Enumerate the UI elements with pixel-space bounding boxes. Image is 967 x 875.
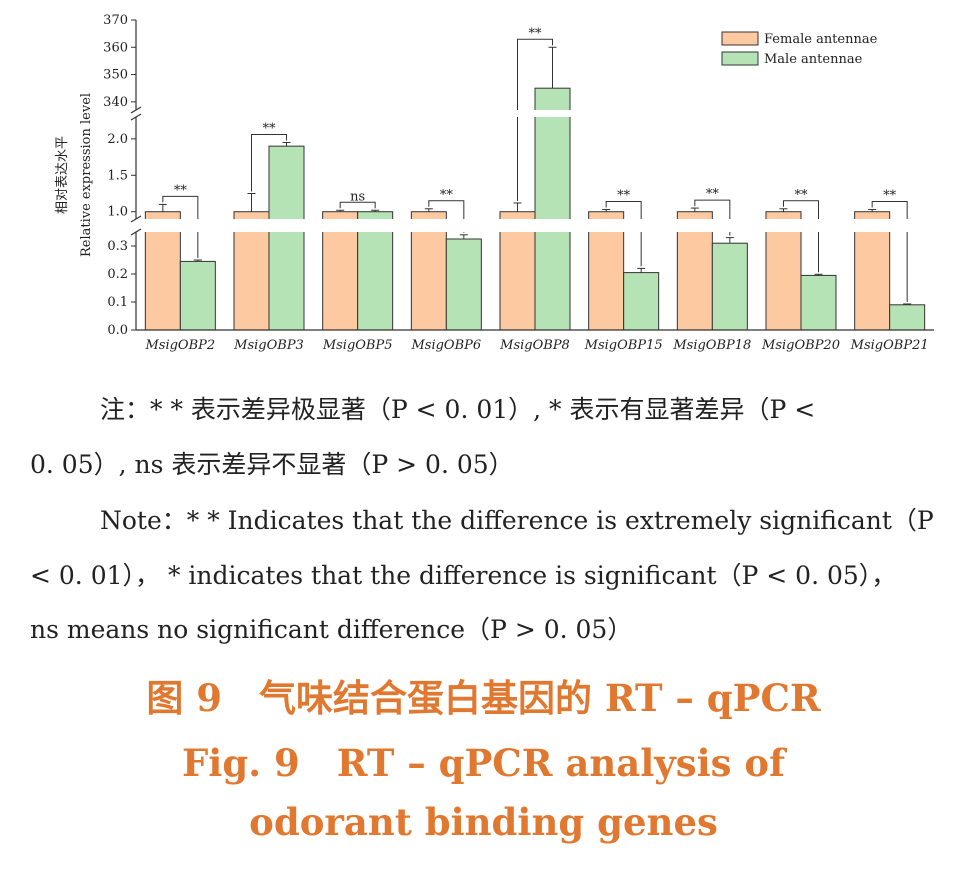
significance-bracket	[339, 201, 376, 209]
axis-break-band	[134, 219, 936, 232]
significance-bracket	[694, 199, 731, 236]
x-tick-label: MsigOBP15	[584, 338, 663, 353]
significance-bracket	[428, 200, 465, 233]
significance-bracket	[251, 134, 287, 192]
x-tick-label: MsigOBP18	[672, 338, 751, 353]
significance-label: **	[174, 183, 188, 198]
significance-label: **	[706, 187, 720, 202]
y-tick-label: 0.0	[107, 323, 128, 338]
x-tick-label: MsigOBP20	[761, 338, 840, 353]
significance-label: **	[529, 26, 543, 41]
legend-label: Male antennae	[764, 52, 863, 67]
y-tick-label: 1.0	[107, 205, 128, 220]
y-tick-label: 2.0	[107, 132, 128, 147]
legend-swatch	[721, 31, 759, 46]
note-chinese-line-2: 0. 05）, ns 表示差异不显著（P > 0. 05）	[30, 450, 514, 479]
significance-label: **	[617, 189, 631, 204]
significance-label: ns	[350, 189, 365, 204]
axis-break-mark	[130, 228, 142, 236]
y-axis-label-chinese: 相对表达水平	[55, 136, 70, 214]
figure-caption-english-line-2: odorant binding genes	[249, 800, 718, 844]
bar	[800, 274, 837, 331]
bar	[445, 238, 482, 331]
significance-bracket	[871, 201, 908, 302]
x-tick-label: MsigOBP3	[233, 338, 304, 353]
y-tick-label: 350	[103, 68, 128, 83]
figure-caption-english-line-1: Fig. 9 RT – qPCR analysis of	[182, 741, 785, 785]
y-axis-label: Relative expression level	[79, 93, 94, 257]
x-tick-label: MsigOBP21	[850, 338, 929, 353]
bar	[711, 242, 748, 331]
x-tick-label: MsigOBP8	[499, 338, 570, 353]
bar	[534, 87, 571, 331]
y-tick-label: 360	[103, 40, 128, 55]
significance-label: **	[440, 188, 454, 203]
y-tick-label: 0.3	[107, 239, 128, 254]
axis-break-mark	[130, 215, 142, 223]
x-tick-label: MsigOBP2	[144, 338, 215, 353]
legend-label: Female antennae	[764, 32, 878, 47]
y-tick-label: 1.5	[107, 168, 128, 183]
note-english-line-2: < 0. 01）， * indicates that the differenc…	[30, 561, 897, 590]
axis-break-mark	[130, 106, 142, 114]
legend-swatch	[721, 51, 759, 66]
note-english-line-1: Note：* * Indicates that the difference i…	[100, 506, 934, 535]
y-tick-label: 370	[103, 13, 128, 28]
x-tick-label: MsigOBP5	[322, 338, 393, 353]
plot-area: ** MsigOBP2 ** MsigOBP3 ns MsigOBP5 ** MsigOBP6…	[103, 13, 936, 353]
note-english-line-3: ns means no significant difference（P > 0…	[30, 615, 633, 644]
significance-label: **	[795, 188, 809, 203]
note-chinese-line-1: 注：* * 表示差异极显著（P < 0. 01）, * 表示有显著差异（P <	[100, 395, 816, 424]
y-tick-label: 0.1	[107, 295, 128, 310]
figure-caption-chinese: 图 9 气味结合蛋白基因的 RT – qPCR	[146, 676, 821, 720]
significance-label: **	[883, 189, 897, 204]
x-tick-label: MsigOBP6	[410, 338, 481, 353]
significance-bracket	[783, 200, 819, 273]
y-tick-label: 340	[103, 95, 128, 110]
significance-bracket	[517, 38, 553, 201]
axis-break-band	[134, 110, 936, 117]
bar	[623, 272, 660, 331]
bar	[268, 145, 305, 331]
axis-break-mark	[130, 113, 142, 121]
bar-chart: ** MsigOBP2 ** MsigOBP3 ns MsigOBP5 ** MsigOBP6…	[55, 13, 936, 353]
bar	[889, 304, 926, 331]
significance-bracket	[605, 201, 642, 267]
y-tick-label: 0.2	[107, 267, 128, 282]
legend: Female antennae Male antennae	[721, 31, 878, 67]
bar	[179, 260, 216, 331]
significance-label: **	[263, 122, 277, 137]
